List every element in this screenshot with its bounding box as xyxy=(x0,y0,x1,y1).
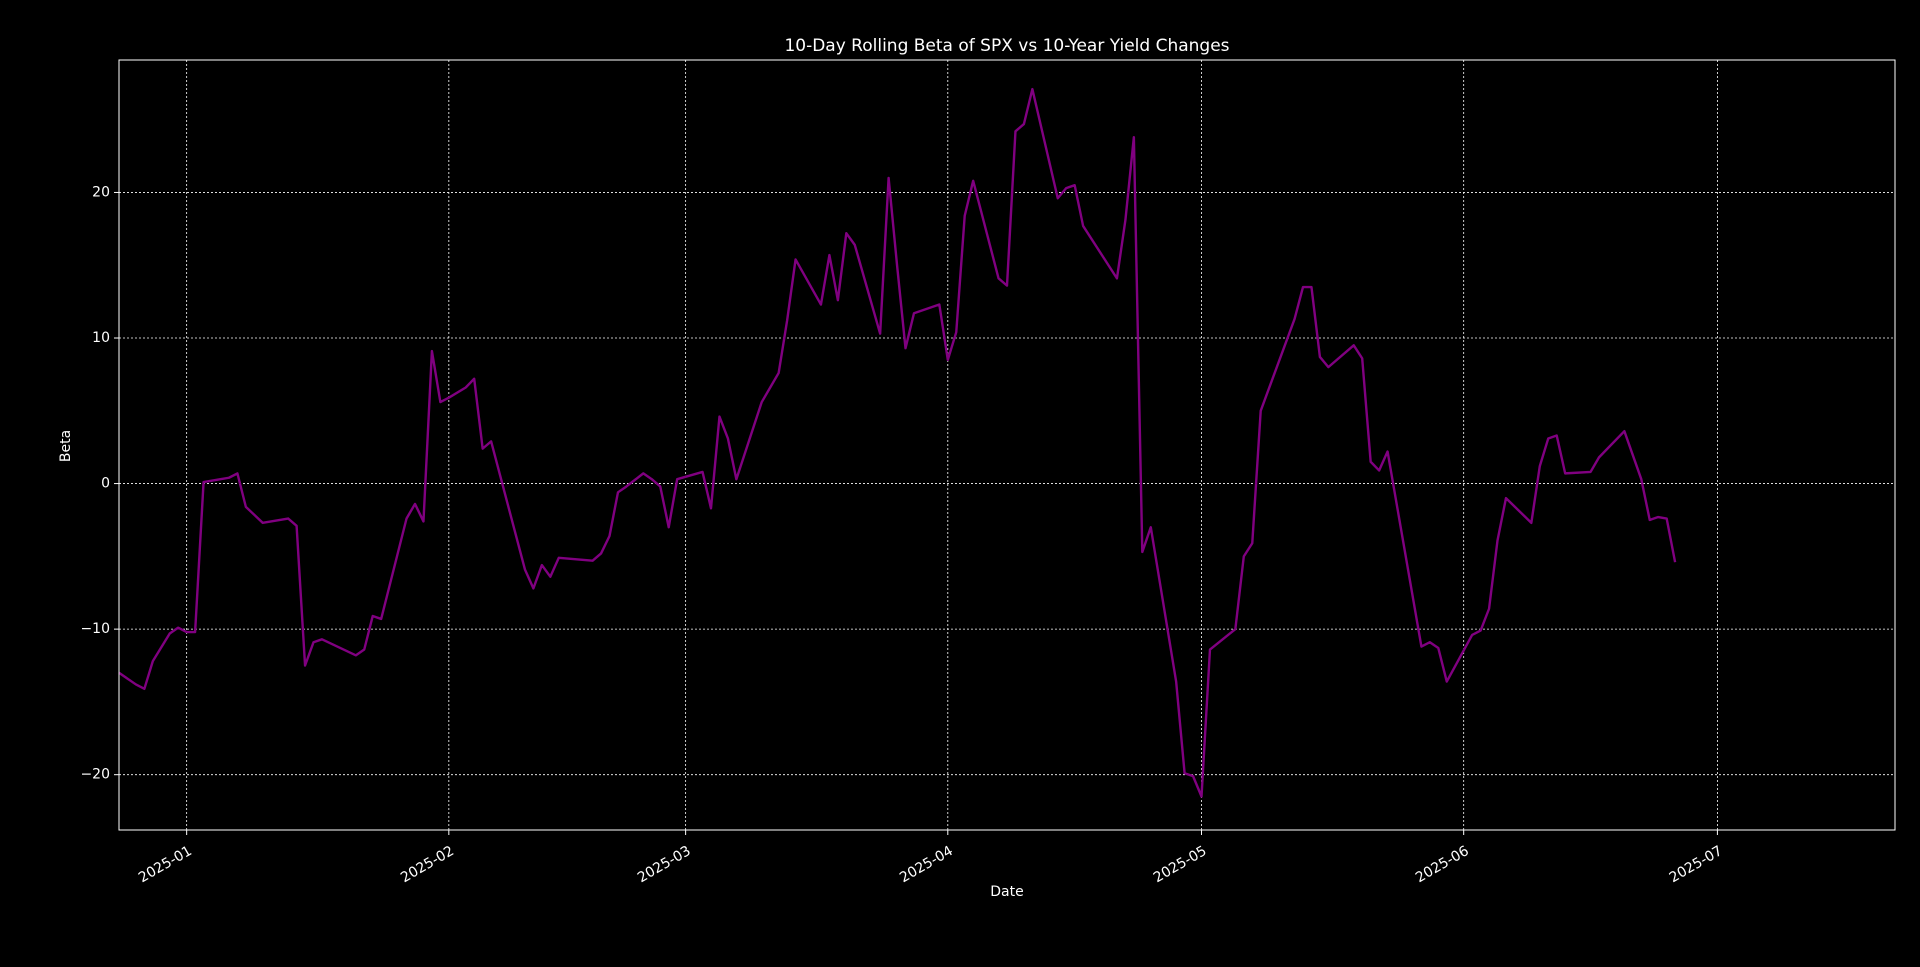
chart-title: 10-Day Rolling Beta of SPX vs 10-Year Yi… xyxy=(784,36,1229,56)
plot-frame xyxy=(118,59,1896,831)
y-tick-label: 10 xyxy=(92,330,110,346)
y-tick-label: −20 xyxy=(80,767,110,783)
data-line xyxy=(118,87,1677,798)
x-axis-label: Date xyxy=(990,884,1023,900)
y-tick-label: −10 xyxy=(80,621,110,637)
y-tick-label: 20 xyxy=(92,184,110,200)
y-tick-label: 0 xyxy=(101,476,110,492)
y-axis-label: Beta xyxy=(58,430,74,462)
